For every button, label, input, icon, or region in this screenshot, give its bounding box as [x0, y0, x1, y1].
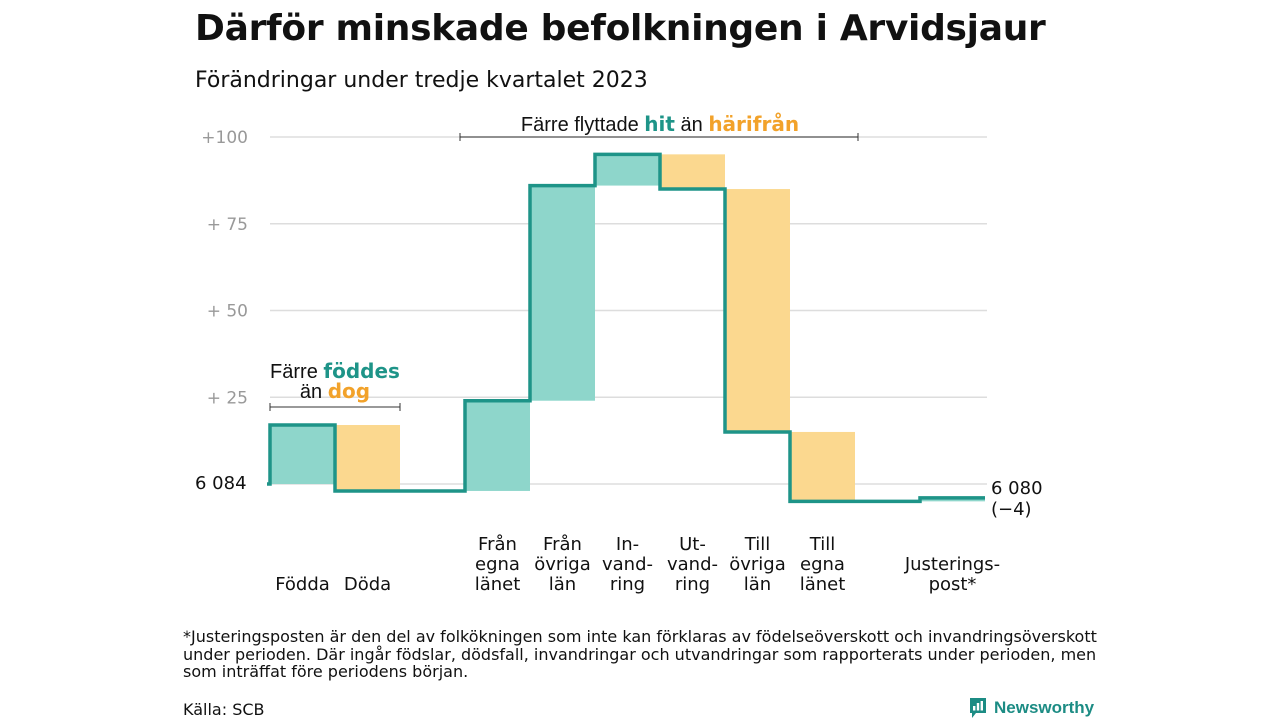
category-label: länet	[475, 574, 521, 595]
footnote: *Justeringsposten är den del av folkökni…	[183, 627, 1097, 681]
waterfall-bar	[465, 400, 530, 491]
y-tick-label: + 25	[207, 388, 248, 408]
category-label: Döda	[344, 574, 391, 595]
waterfall-bar	[335, 425, 400, 491]
category-label: Födda	[275, 574, 330, 595]
category-label: övriga	[729, 554, 786, 575]
category-label: ring	[675, 574, 710, 595]
waterfall-bar	[595, 154, 660, 186]
end-value-label: 6 080	[991, 478, 1043, 499]
chart-subtitle: Förändringar under tredje kvartalet 2023	[195, 68, 648, 93]
category-label: egna	[475, 554, 520, 575]
category-label: Till	[809, 534, 835, 555]
category-label: Från	[478, 534, 517, 555]
end-change-label: (−4)	[991, 499, 1032, 520]
category-label: Ut-	[679, 534, 706, 555]
category-label: Från	[543, 534, 582, 555]
category-label: Justerings-	[904, 554, 1000, 575]
y-tick-label: + 50	[207, 302, 248, 322]
start-value-label: 6 084	[195, 473, 247, 494]
category-label: post*	[929, 574, 977, 595]
waterfall-bar	[790, 431, 855, 502]
waterfall-bar	[725, 189, 790, 432]
brand-name: Newsworthy	[994, 698, 1095, 717]
waterfall-bar	[530, 185, 595, 401]
waterfall-bar	[270, 425, 335, 484]
category-label: vand-	[667, 554, 718, 575]
annotation-births-line1: Färre föddes	[270, 359, 400, 383]
bar-chart-logo-icon	[970, 698, 986, 718]
chart-title: Därför minskade befolkningen i Arvidsjau…	[195, 8, 1046, 49]
category-label: ring	[610, 574, 645, 595]
category-label: län	[744, 574, 771, 595]
waterfall-bar	[660, 154, 725, 190]
y-tick-label: +100	[201, 128, 248, 148]
level-line	[267, 152, 985, 504]
category-label: vand-	[602, 554, 653, 575]
category-label: Till	[744, 534, 770, 555]
annotation-moves: Färre flyttade hit än härifrån	[521, 112, 799, 136]
category-label: län	[549, 574, 576, 595]
annotation-births-line2: än dog	[300, 379, 370, 403]
source-label: Källa: SCB	[183, 700, 265, 719]
y-tick-label: + 75	[207, 215, 248, 235]
category-label: länet	[800, 574, 846, 595]
category-label: övriga	[534, 554, 591, 575]
brand-logo[interactable]: Newsworthy	[968, 697, 1094, 719]
category-label: egna	[800, 554, 845, 575]
category-label: In-	[616, 534, 639, 555]
